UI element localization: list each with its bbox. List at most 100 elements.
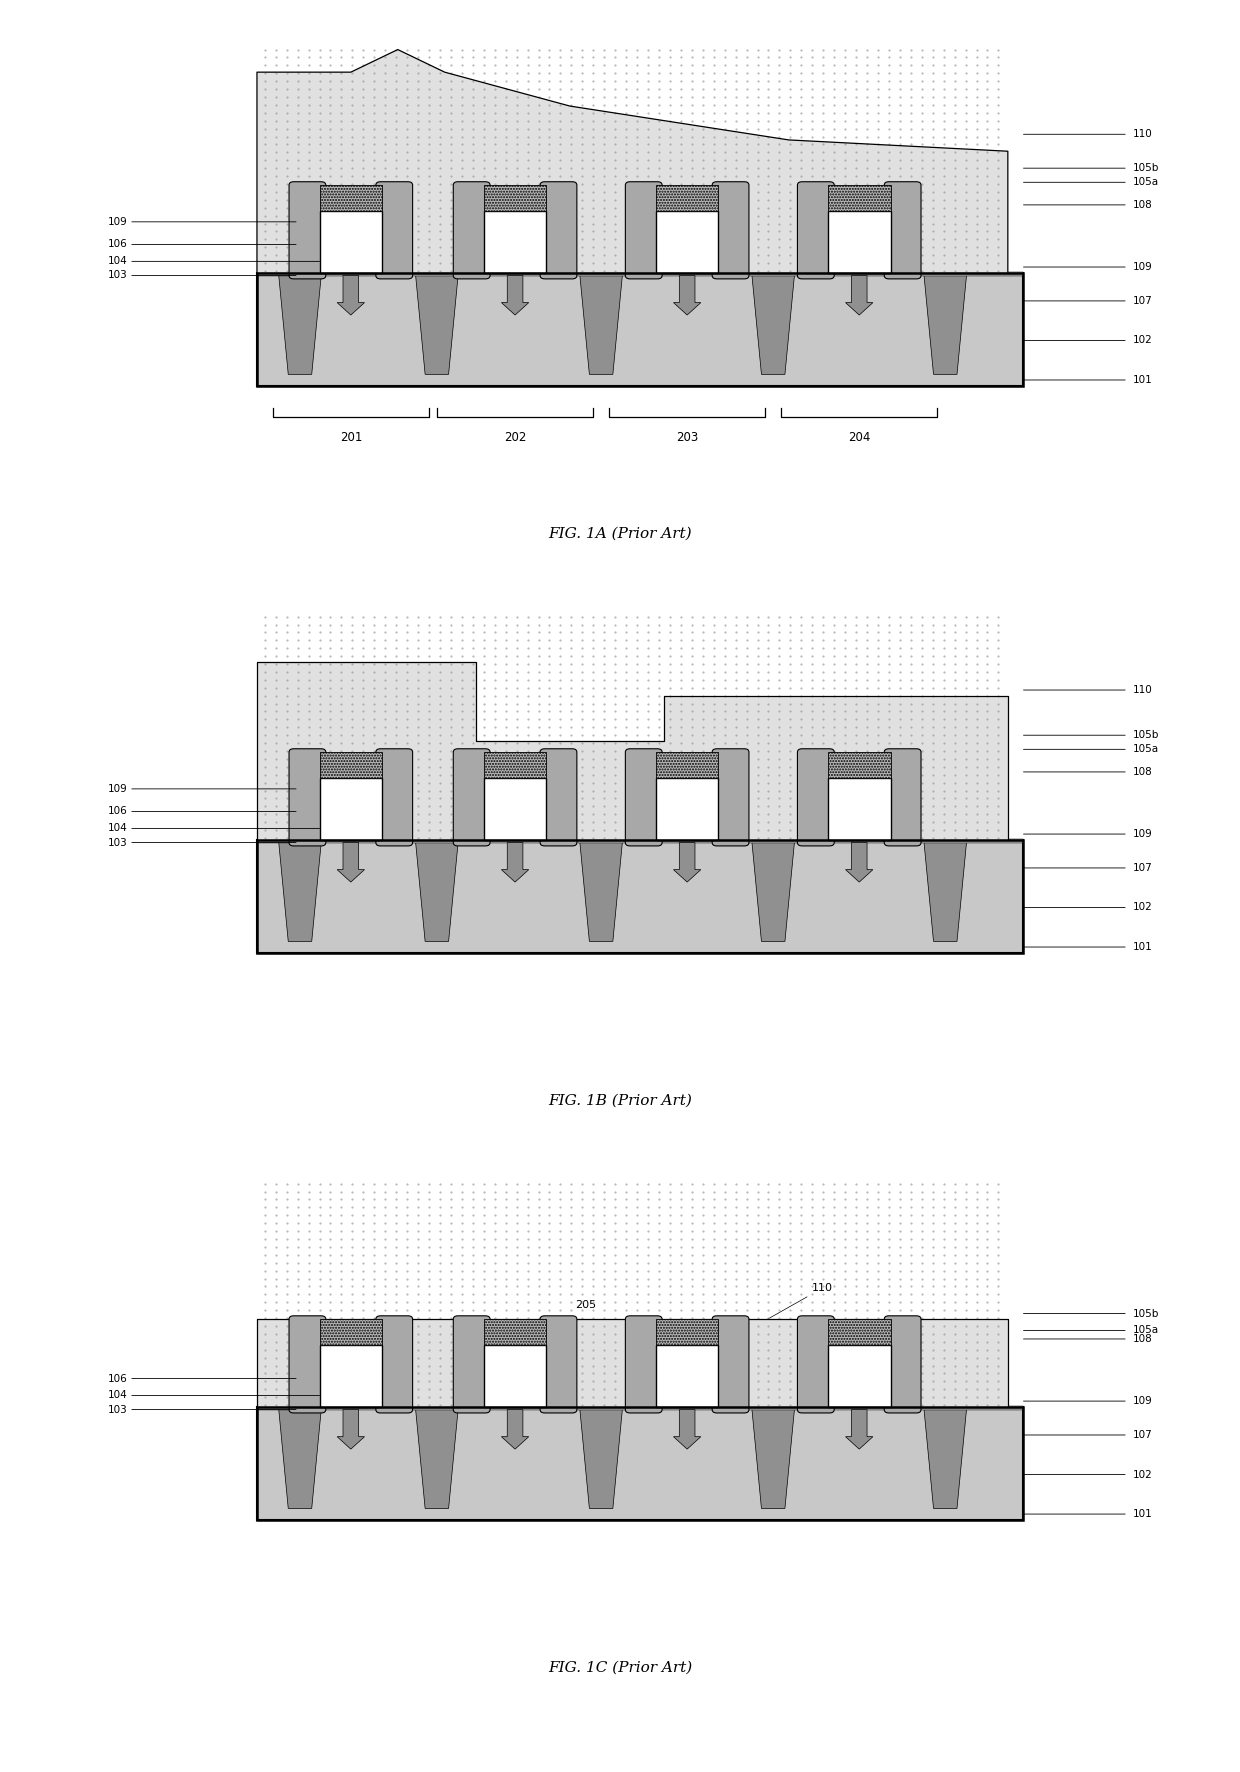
Bar: [320, 184, 382, 211]
FancyArrow shape: [673, 275, 701, 315]
FancyBboxPatch shape: [797, 1317, 835, 1412]
Text: 108: 108: [434, 145, 466, 197]
Polygon shape: [751, 840, 795, 941]
Text: 105: 105: [340, 126, 361, 179]
Bar: [257, 838, 1023, 843]
Text: 107: 107: [1133, 863, 1153, 874]
Bar: [828, 184, 890, 211]
FancyBboxPatch shape: [712, 750, 749, 845]
FancyArrow shape: [337, 842, 365, 882]
FancyBboxPatch shape: [884, 750, 921, 845]
Text: 109: 109: [1133, 262, 1153, 273]
Text: 106: 106: [108, 239, 128, 250]
Bar: [656, 211, 718, 273]
Text: 103: 103: [108, 1405, 128, 1414]
Bar: [257, 1405, 1023, 1411]
Bar: [484, 1345, 547, 1407]
Text: 102: 102: [1133, 335, 1153, 346]
Bar: [484, 1318, 547, 1345]
Text: 103: 103: [108, 271, 128, 280]
Text: 104: 104: [108, 257, 128, 266]
Text: 105a: 105a: [1133, 744, 1159, 755]
Text: 105: 105: [340, 693, 361, 746]
FancyBboxPatch shape: [797, 183, 835, 278]
Text: 101: 101: [1133, 943, 1153, 952]
FancyBboxPatch shape: [884, 183, 921, 278]
Bar: [656, 751, 718, 778]
Polygon shape: [415, 273, 459, 374]
FancyBboxPatch shape: [712, 1317, 749, 1412]
FancyArrow shape: [501, 1409, 528, 1449]
Bar: [257, 271, 1023, 276]
FancyBboxPatch shape: [454, 750, 490, 845]
Bar: [484, 184, 547, 211]
Polygon shape: [257, 50, 1008, 273]
FancyArrow shape: [846, 842, 873, 882]
FancyArrow shape: [501, 275, 528, 315]
Text: 106: 106: [108, 1373, 128, 1384]
Text: 102: 102: [1133, 1469, 1153, 1480]
Polygon shape: [279, 1407, 321, 1508]
Text: 107: 107: [1133, 1430, 1153, 1441]
Text: 202: 202: [503, 431, 526, 443]
Bar: [257, 273, 1023, 386]
Text: 204: 204: [848, 431, 870, 443]
FancyBboxPatch shape: [797, 750, 835, 845]
Text: 105b: 105b: [285, 136, 311, 145]
Polygon shape: [751, 273, 795, 374]
FancyBboxPatch shape: [376, 1317, 413, 1412]
FancyBboxPatch shape: [376, 183, 413, 278]
Bar: [320, 751, 382, 778]
Bar: [320, 1318, 382, 1345]
Text: 105b: 105b: [285, 703, 311, 712]
Bar: [257, 840, 1023, 953]
Bar: [656, 778, 718, 840]
Bar: [484, 211, 547, 273]
Text: FIG. 1A (Prior Art): FIG. 1A (Prior Art): [548, 526, 692, 540]
Text: 101: 101: [1133, 1510, 1153, 1519]
Text: 105b: 105b: [1133, 163, 1159, 174]
FancyBboxPatch shape: [541, 750, 577, 845]
Text: 110: 110: [1133, 686, 1153, 695]
Text: 109: 109: [1133, 1396, 1153, 1407]
Polygon shape: [279, 273, 321, 374]
FancyArrow shape: [846, 275, 873, 315]
FancyBboxPatch shape: [289, 1317, 326, 1412]
Text: 109: 109: [108, 216, 128, 227]
Text: 203: 203: [676, 431, 698, 443]
Text: 105b: 105b: [1133, 1308, 1159, 1318]
Text: 110: 110: [1133, 129, 1153, 140]
Text: FIG. 1C (Prior Art): FIG. 1C (Prior Art): [548, 1660, 692, 1675]
Text: 105b: 105b: [1133, 730, 1159, 741]
FancyBboxPatch shape: [625, 1317, 662, 1412]
Polygon shape: [924, 273, 967, 374]
Bar: [257, 1407, 1023, 1520]
Polygon shape: [257, 661, 1008, 840]
FancyBboxPatch shape: [454, 1317, 490, 1412]
Text: 105a: 105a: [1133, 177, 1159, 188]
Polygon shape: [415, 840, 459, 941]
FancyArrow shape: [846, 1409, 873, 1449]
FancyArrow shape: [501, 842, 528, 882]
Text: 201: 201: [340, 431, 362, 443]
Polygon shape: [257, 1318, 1008, 1407]
Text: 108: 108: [1133, 767, 1153, 776]
Bar: [828, 751, 890, 778]
FancyBboxPatch shape: [376, 750, 413, 845]
Bar: [828, 778, 890, 840]
Bar: [257, 840, 1023, 953]
Polygon shape: [924, 840, 967, 941]
Text: 104: 104: [108, 824, 128, 833]
Polygon shape: [579, 840, 622, 941]
Bar: [257, 273, 1023, 386]
Polygon shape: [751, 1407, 795, 1508]
FancyBboxPatch shape: [625, 750, 662, 845]
Text: 101: 101: [1133, 376, 1153, 385]
Bar: [484, 778, 547, 840]
Text: 110: 110: [760, 1283, 833, 1324]
Bar: [484, 751, 547, 778]
FancyBboxPatch shape: [289, 750, 326, 845]
Text: 109: 109: [1133, 829, 1153, 840]
Polygon shape: [415, 1407, 459, 1508]
Text: 107: 107: [1133, 296, 1153, 307]
